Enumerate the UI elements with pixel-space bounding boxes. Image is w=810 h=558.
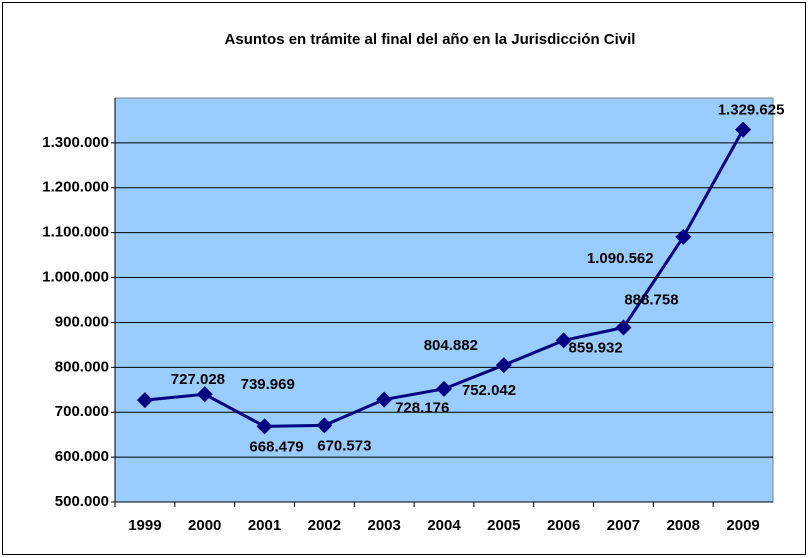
marker (436, 380, 452, 397)
x-tick-label: 2002 (308, 517, 341, 534)
y-tick-label: 800.000 (55, 358, 109, 375)
x-tick-label: 1999 (128, 517, 161, 534)
marker (675, 228, 692, 245)
marker (196, 386, 213, 403)
x-tick-label: 2003 (367, 517, 400, 534)
x-tick-label: 2001 (248, 517, 281, 534)
y-tick-label: 1.000.000 (42, 269, 109, 286)
data-label: 728.176 (395, 400, 449, 417)
data-label: 888.758 (624, 291, 678, 308)
x-tick-label: 2005 (487, 517, 520, 534)
marker (555, 332, 572, 349)
y-tick-label: 1.100.000 (42, 224, 109, 241)
x-tick-label: 2000 (188, 517, 221, 534)
data-label: 727.028 (171, 371, 225, 388)
y-tick-label: 700.000 (55, 403, 109, 420)
marker (615, 319, 632, 336)
plot-area (114, 97, 774, 503)
marker (136, 392, 153, 409)
data-label: 804.882 (424, 337, 478, 354)
y-tick-label: 500.000 (55, 493, 109, 510)
marker (735, 121, 752, 138)
y-tick-label: 1.200.000 (42, 179, 109, 196)
chart-title: Asuntos en trámite al final del año en l… (225, 31, 636, 48)
marker (495, 357, 512, 374)
x-tick-label: 2006 (547, 517, 580, 534)
x-tick-label: 2007 (607, 517, 640, 534)
marker (376, 391, 393, 408)
y-tick-label: 900.000 (55, 313, 109, 330)
x-tick-label: 2009 (726, 517, 759, 534)
x-tick-label: 2008 (667, 517, 700, 534)
data-label: 859.932 (569, 339, 623, 356)
marker (256, 418, 273, 435)
data-label: 739.969 (241, 376, 295, 393)
data-label: 1.329.625 (718, 102, 785, 119)
data-label: 1.090.562 (587, 250, 654, 267)
marker (316, 417, 333, 434)
y-tick-label: 1.300.000 (42, 134, 109, 151)
data-label: 752.042 (462, 382, 516, 399)
x-tick-label: 2004 (427, 517, 461, 534)
y-tick-label: 600.000 (55, 448, 109, 465)
data-label: 668.479 (249, 438, 303, 455)
data-label: 670.573 (317, 437, 371, 454)
